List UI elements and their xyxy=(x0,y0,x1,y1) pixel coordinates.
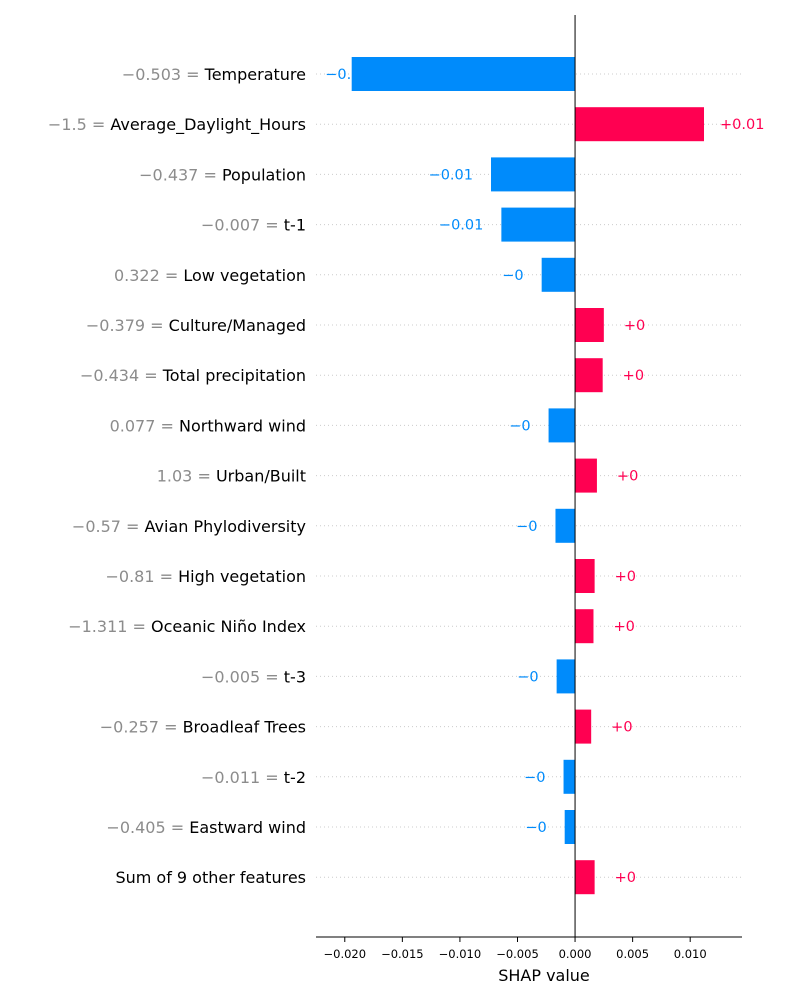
bar-value-label: +0 xyxy=(624,318,645,334)
bar-urban-built xyxy=(575,458,597,493)
feature-label: 0.322 = Low vegetation xyxy=(114,266,306,285)
x-tick-label: 0.005 xyxy=(616,947,649,961)
feature-name: Culture/Managed xyxy=(169,316,306,335)
feature-name: Average_Daylight_Hours xyxy=(110,115,306,135)
bar-t-3 xyxy=(556,659,576,694)
bar-value-label: +0 xyxy=(613,619,634,635)
feature-value: −0.503 = xyxy=(122,65,205,84)
feature-label: −0.503 = Temperature xyxy=(122,65,306,84)
feature-value: −0.81 = xyxy=(105,567,178,586)
feature-name: Low vegetation xyxy=(183,266,306,285)
x-tick-label: 0.000 xyxy=(559,947,592,961)
feature-value: −0.405 = xyxy=(106,818,189,837)
feature-value: −0.434 = xyxy=(80,366,163,385)
feature-label: −0.81 = High vegetation xyxy=(105,567,306,586)
feature-name: t-1 xyxy=(284,216,306,235)
feature-label: −0.007 = t-1 xyxy=(201,216,306,235)
bar-value-label: −0.01 xyxy=(429,167,473,183)
bar-value-label: +0 xyxy=(611,720,632,736)
bar-value-label: −0 xyxy=(516,519,537,535)
feature-label: −0.434 = Total precipitation xyxy=(80,366,306,385)
feature-label: −0.379 = Culture/Managed xyxy=(86,316,306,335)
grid-lines xyxy=(316,73,742,878)
feature-value: 1.03 = xyxy=(157,467,216,486)
x-axis-ticks: −0.020 −0.015 −0.010 −0.005 0.000 0.005 0.010 xyxy=(324,937,707,961)
feature-name: Oceanic Niño Index xyxy=(151,617,306,636)
bar-average-daylight-hours xyxy=(575,107,705,142)
bar-value-label: −0.02 xyxy=(325,67,369,83)
x-axis-title: SHAP value xyxy=(498,966,590,985)
bar-value-label: +0 xyxy=(615,569,636,585)
feature-value: 0.077 = xyxy=(110,416,179,435)
bar-population xyxy=(491,157,576,192)
bar-sum-of-9-other-features xyxy=(575,860,595,895)
feature-value: −0.007 = xyxy=(201,216,284,235)
bar-value-label: +0 xyxy=(615,870,636,886)
feature-value: −0.437 = xyxy=(139,165,222,184)
bar-value-label: +0 xyxy=(623,368,644,384)
bar-value-label: +0.01 xyxy=(720,117,764,133)
feature-name: Total precipitation xyxy=(162,366,306,385)
feature-label: −1.311 = Oceanic Niño Index xyxy=(68,617,306,636)
feature-name: Population xyxy=(222,165,306,184)
feature-name: High vegetation xyxy=(178,567,306,586)
x-tick-label: −0.020 xyxy=(324,947,367,961)
feature-label: −1.5 = Average_Daylight_Hours xyxy=(48,115,306,135)
bar-eastward-wind xyxy=(564,810,576,844)
bar-value-label: −0 xyxy=(524,770,545,786)
x-tick-label: −0.005 xyxy=(496,947,539,961)
bar-value-label: −0.01 xyxy=(439,218,483,234)
feature-value: −0.57 = xyxy=(72,517,145,536)
feature-name: Urban/Built xyxy=(216,467,306,486)
bar-value-label: +0 xyxy=(617,469,638,485)
bar-high-vegetation xyxy=(575,559,595,593)
feature-label: −0.011 = t-2 xyxy=(201,768,306,787)
feature-name: Broadleaf Trees xyxy=(183,718,306,737)
bar-t-2 xyxy=(563,759,576,794)
bar-value-labels: −0.02 +0.01 −0.01 −0.01 −0 +0 +0 −0 +0 −0 +0 +0 −0 +0… xyxy=(325,67,764,886)
bar-value-label: −0 xyxy=(509,418,530,434)
bar-oceanic-ni-o-index xyxy=(575,609,594,644)
x-axis: −0.020 −0.015 −0.010 −0.005 0.000 0.005 0.010 … xyxy=(316,936,742,985)
x-tick-label: −0.015 xyxy=(381,947,424,961)
feature-label: −0.257 = Broadleaf Trees xyxy=(100,718,306,737)
feature-labels: −0.503 = Temperature −1.5 = Average_Dayli… xyxy=(48,65,306,887)
feature-name: t-3 xyxy=(284,667,306,686)
bar-value-label: −0 xyxy=(517,669,538,685)
feature-value: −1.311 = xyxy=(68,617,151,636)
bar-low-vegetation xyxy=(541,257,576,292)
bar-broadleaf-trees xyxy=(575,709,592,744)
bar-value-label: −0 xyxy=(525,820,546,836)
feature-label: −0.437 = Population xyxy=(139,165,306,184)
bar-northward-wind xyxy=(548,408,576,443)
feature-value: −0.011 = xyxy=(201,768,284,787)
feature-name: Eastward wind xyxy=(189,818,306,837)
bar-culture-managed xyxy=(575,308,604,342)
bar-value-label: −0 xyxy=(502,268,523,284)
feature-label: −0.405 = Eastward wind xyxy=(106,818,306,837)
feature-name: t-2 xyxy=(284,768,306,787)
feature-value: 0.322 = xyxy=(114,266,183,285)
bar-total-precipitation xyxy=(575,358,603,393)
feature-value: −0.379 = xyxy=(86,316,169,335)
feature-label: 0.077 = Northward wind xyxy=(110,416,306,435)
feature-value: −0.005 = xyxy=(201,667,284,686)
feature-label: −0.005 = t-3 xyxy=(201,667,306,686)
bars xyxy=(351,57,705,895)
feature-label: 1.03 = Urban/Built xyxy=(157,467,306,486)
feature-value: −0.257 = xyxy=(100,718,183,737)
feature-name: Temperature xyxy=(204,65,306,84)
feature-value: −1.5 = xyxy=(48,115,110,134)
x-tick-label: −0.010 xyxy=(439,947,482,961)
x-tick-label: 0.010 xyxy=(674,947,707,961)
bar-temperature xyxy=(351,57,576,91)
bar-avian-phylodiversity xyxy=(555,508,576,543)
feature-label: Sum of 9 other features xyxy=(115,868,306,887)
bar-t-1 xyxy=(501,207,576,242)
feature-name: Avian Phylodiversity xyxy=(145,517,306,536)
feature-label: −0.57 = Avian Phylodiversity xyxy=(72,517,306,536)
feature-name: Sum of 9 other features xyxy=(115,868,306,887)
feature-name: Northward wind xyxy=(179,416,306,435)
